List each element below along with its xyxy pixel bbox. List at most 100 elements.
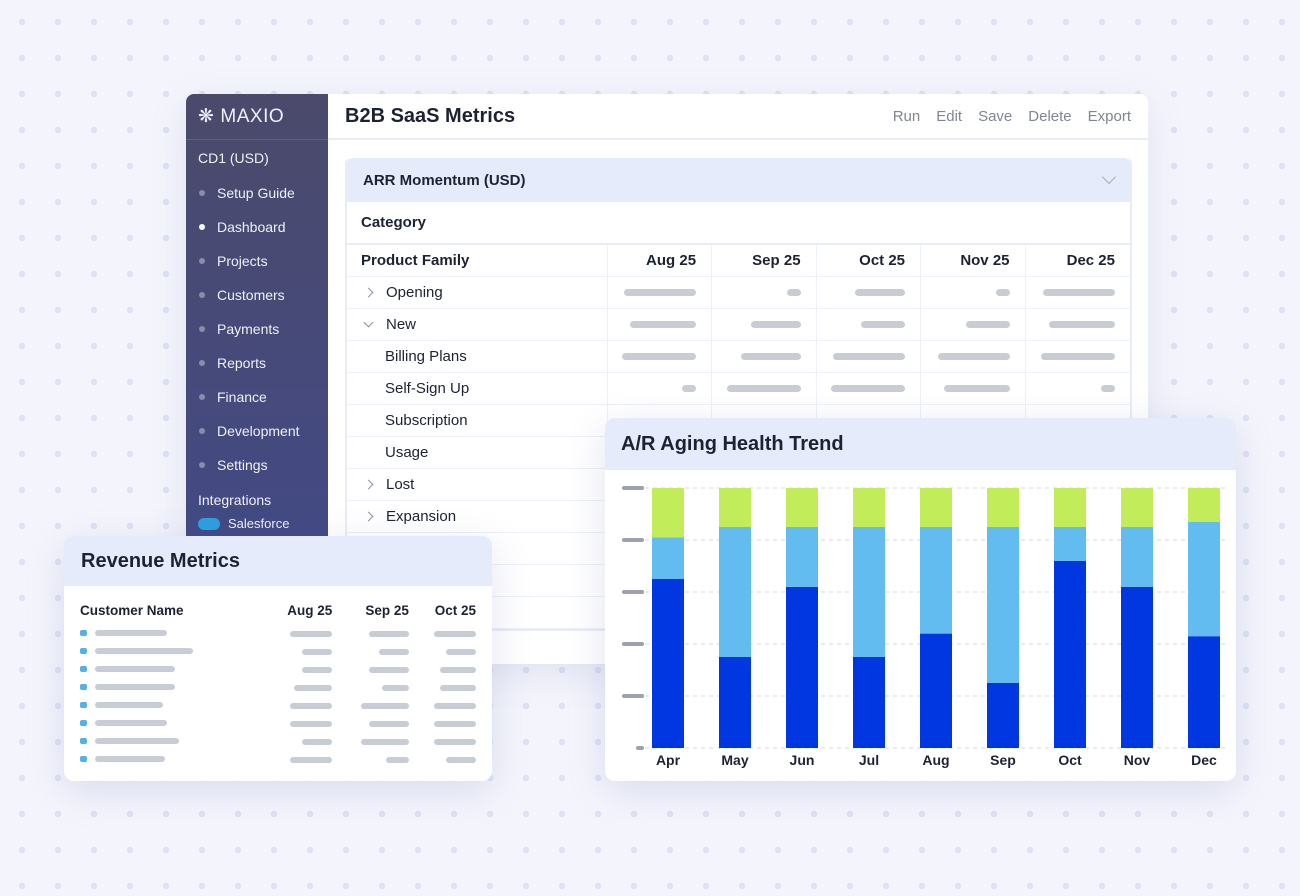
value-placeholder: [1043, 289, 1115, 296]
value-cell: [260, 660, 333, 678]
value-cell: [817, 341, 922, 372]
value-placeholder: [294, 685, 333, 691]
bar-jun-segment-3: [786, 488, 818, 527]
chevron-down-icon[interactable]: [363, 317, 374, 328]
sidebar-item-projects[interactable]: Projects: [186, 244, 328, 278]
sidebar-item-development[interactable]: Development: [186, 414, 328, 448]
chevron-right-icon[interactable]: [363, 287, 374, 298]
value-cell: [409, 714, 476, 732]
value-placeholder: [726, 385, 801, 392]
value-cell: [409, 678, 476, 696]
arr-panel-header[interactable]: ARR Momentum (USD): [347, 158, 1130, 202]
logo: ❋ MAXIO: [186, 94, 328, 140]
value-cell: [332, 732, 409, 750]
chevron-down-icon[interactable]: [1101, 169, 1117, 185]
value-cell: [409, 750, 476, 768]
bullet-icon: [199, 394, 205, 400]
name-placeholder: [95, 720, 167, 726]
value-cell: [921, 277, 1026, 308]
value-placeholder: [378, 649, 409, 655]
value-cell: [332, 714, 409, 732]
value-cell: [712, 277, 817, 308]
sidebar-item-settings[interactable]: Settings: [186, 448, 328, 482]
bar-dec-segment-1: [1188, 636, 1220, 748]
table-row[interactable]: Self-Sign Up: [347, 373, 1130, 405]
table-row[interactable]: [80, 732, 476, 750]
table-row[interactable]: [80, 696, 476, 714]
column-header-row: Product Family Aug 25 Sep 25 Oct 25 Nov 25 De…: [347, 245, 1130, 277]
value-placeholder: [446, 649, 476, 655]
customer-name-cell: [80, 642, 260, 660]
value-cell: [260, 714, 333, 732]
bullet-icon: [199, 258, 205, 264]
sidebar-item-customers[interactable]: Customers: [186, 278, 328, 312]
value-placeholder: [360, 703, 409, 709]
chevron-right-icon[interactable]: [363, 511, 374, 522]
customer-name-cell: [80, 750, 260, 768]
logo-text: MAXIO: [220, 105, 285, 127]
value-placeholder: [833, 353, 906, 360]
table-row[interactable]: [80, 642, 476, 660]
value-cell: [332, 750, 409, 768]
sidebar-item-dashboard[interactable]: Dashboard: [186, 210, 328, 244]
value-placeholder: [368, 721, 409, 727]
column-header: Customer Name: [80, 602, 184, 618]
page-title: B2B SaaS Metrics: [345, 104, 516, 127]
sidebar-item-setup-guide[interactable]: Setup Guide: [186, 176, 328, 210]
row-label-cell: Subscription: [347, 405, 608, 436]
row-label-cell: Lost: [347, 469, 608, 500]
value-cell: [1026, 341, 1130, 372]
bar-may-segment-3: [719, 488, 751, 527]
table-row[interactable]: [80, 624, 476, 642]
value-placeholder: [368, 667, 409, 673]
edit-button[interactable]: Edit: [936, 107, 963, 125]
value-cell: [608, 309, 713, 340]
sidebar-item-reports[interactable]: Reports: [186, 346, 328, 380]
value-cell: [921, 309, 1026, 340]
org-selector[interactable]: CD1 (USD): [198, 150, 269, 166]
customer-name-cell: [80, 678, 260, 696]
table-row[interactable]: [80, 714, 476, 732]
value-placeholder: [385, 757, 409, 763]
value-cell: [921, 373, 1026, 404]
run-button[interactable]: Run: [892, 107, 921, 125]
table-row[interactable]: [80, 660, 476, 678]
row-label: Lost: [386, 476, 415, 493]
customer-marker-icon: [80, 648, 87, 654]
table-row[interactable]: [80, 678, 476, 696]
value-placeholder: [630, 321, 697, 328]
revenue-title: Revenue Metrics: [64, 536, 492, 586]
customer-marker-icon: [80, 684, 87, 690]
value-cell: [260, 624, 333, 642]
x-tick-label: Jun: [790, 752, 815, 768]
value-placeholder: [937, 353, 1010, 360]
delete-button[interactable]: Delete: [1028, 107, 1072, 125]
value-cell: [817, 277, 922, 308]
bar-apr-segment-3: [652, 488, 684, 538]
customer-name-cell: [80, 696, 260, 714]
value-placeholder: [682, 385, 697, 392]
save-button[interactable]: Save: [978, 107, 1013, 125]
sidebar-item-payments[interactable]: Payments: [186, 312, 328, 346]
sidebar-item-finance[interactable]: Finance: [186, 380, 328, 414]
export-button[interactable]: Export: [1087, 107, 1131, 125]
table-row[interactable]: Billing Plans: [347, 341, 1130, 373]
value-cell: [260, 642, 333, 660]
bullet-icon: [199, 190, 205, 196]
sidebar-item-salesforce[interactable]: Salesforce: [186, 516, 328, 531]
table-row[interactable]: [80, 750, 476, 768]
bar-sep-segment-1: [987, 683, 1019, 748]
name-placeholder: [95, 630, 167, 636]
y-tick-placeholder: [622, 642, 644, 646]
chevron-right-icon[interactable]: [363, 479, 374, 490]
customer-marker-icon: [80, 630, 87, 636]
sidebar-item-label: Finance: [217, 389, 267, 405]
value-placeholder: [290, 703, 333, 709]
name-placeholder: [95, 702, 163, 708]
customer-marker-icon: [80, 702, 87, 708]
value-placeholder: [290, 757, 333, 763]
table-row[interactable]: New: [347, 309, 1130, 341]
table-row[interactable]: Opening: [347, 277, 1130, 309]
ar-aging-card: A/R Aging Health Trend Apr May Jun Jul Aug Se…: [605, 418, 1236, 781]
sidebar-item-label: Dashboard: [217, 219, 286, 235]
